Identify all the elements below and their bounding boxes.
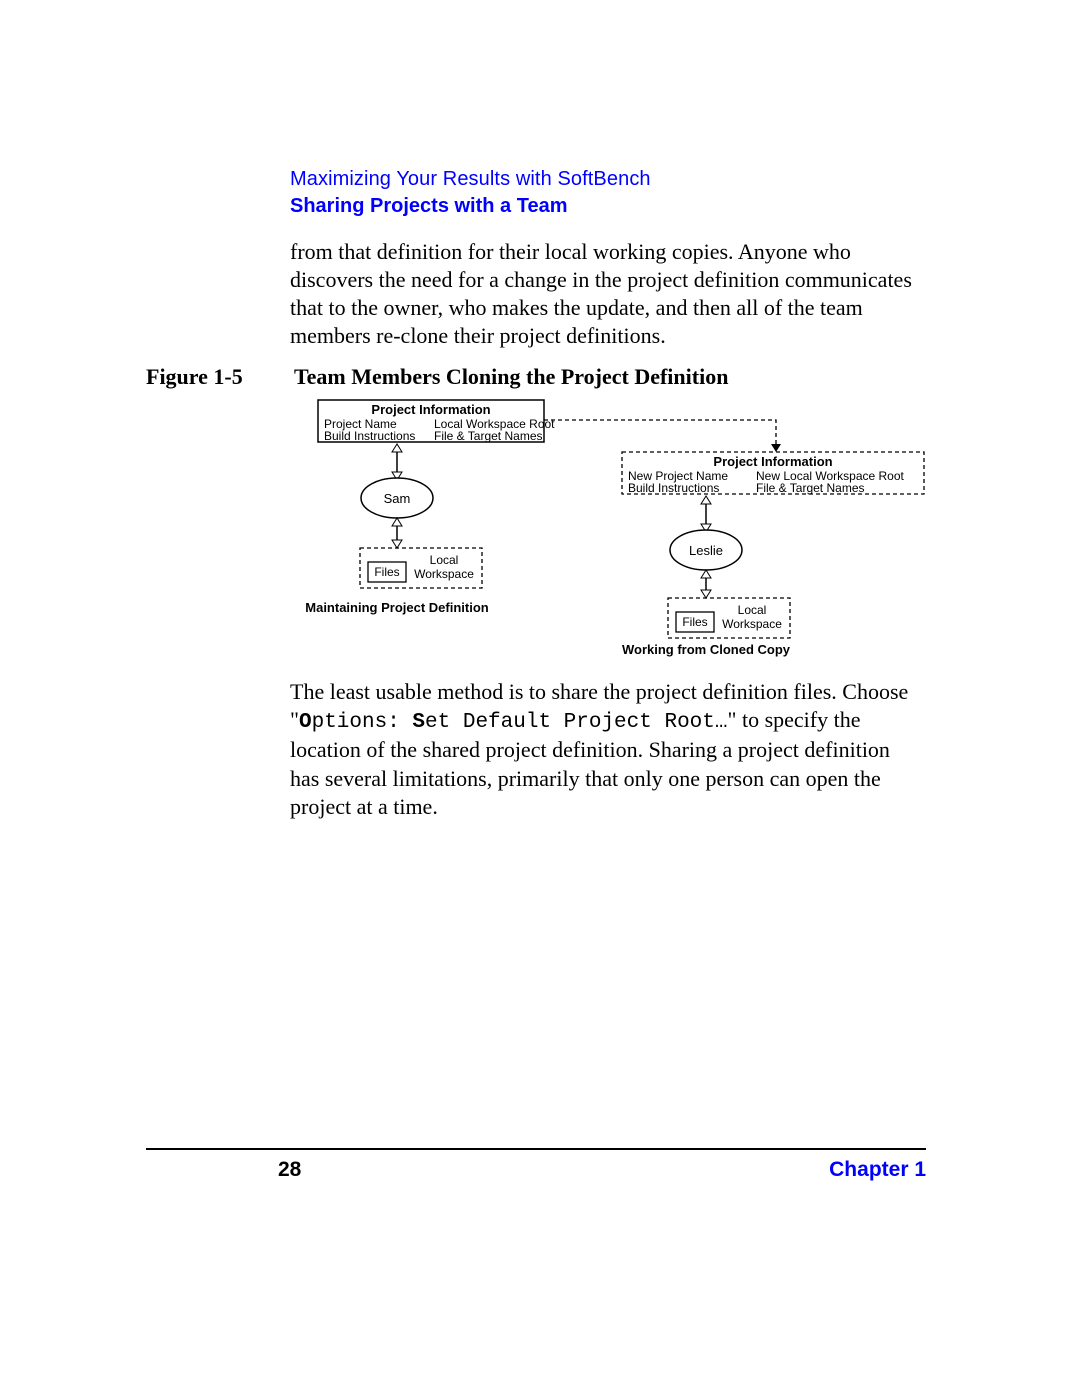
header-chapter-title: Maximizing Your Results with SoftBench xyxy=(290,168,910,191)
figure-heading-row: Figure 1-5 Team Members Cloning the Proj… xyxy=(146,364,926,390)
diagram-right-ws1: Local xyxy=(738,603,767,617)
diagram-left-person: Sam xyxy=(384,491,411,506)
diagram-right-files: Files xyxy=(682,615,707,629)
diagram-right-row2-left: Build Instructions xyxy=(628,481,719,495)
header-section-title: Sharing Projects with a Team xyxy=(290,195,910,218)
menu-command: Options: Set Default Project Root… xyxy=(299,711,728,734)
diagram-left-row2-left: Build Instructions xyxy=(324,429,415,443)
diagram-left-ws2: Workspace xyxy=(414,567,474,581)
figure-caption: Team Members Cloning the Project Definit… xyxy=(294,364,728,390)
diagram-right-footer: Working from Cloned Copy xyxy=(622,642,791,657)
footer: 28 Chapter 1 xyxy=(146,1158,926,1182)
chapter-link[interactable]: Chapter 1 xyxy=(829,1158,926,1182)
page: Maximizing Your Results with SoftBench S… xyxy=(0,0,1080,1397)
diagram-right-person: Leslie xyxy=(689,543,723,558)
diagram-left-ws1: Local xyxy=(430,553,459,567)
diagram-left-files: Files xyxy=(374,565,399,579)
diagram-right-ws2: Workspace xyxy=(722,617,782,631)
running-header: Maximizing Your Results with SoftBench S… xyxy=(290,168,910,218)
diagram-right-info-title: Project Information xyxy=(713,454,832,469)
figure-label: Figure 1-5 xyxy=(146,364,290,390)
page-number: 28 xyxy=(146,1158,301,1182)
diagram-left-footer: Maintaining Project Definition xyxy=(305,600,489,615)
diagram-left-info-title: Project Information xyxy=(371,402,490,417)
diagram-right-row2-right: File & Target Names xyxy=(756,481,865,495)
footer-rule xyxy=(146,1148,926,1150)
body-paragraph-2: The least usable method is to share the … xyxy=(290,678,920,822)
body-paragraph-1: from that definition for their local wor… xyxy=(290,238,920,351)
diagram-left-row2-right: File & Target Names xyxy=(434,429,543,443)
figure-diagram: Project Information Project Name Local W… xyxy=(300,394,928,658)
